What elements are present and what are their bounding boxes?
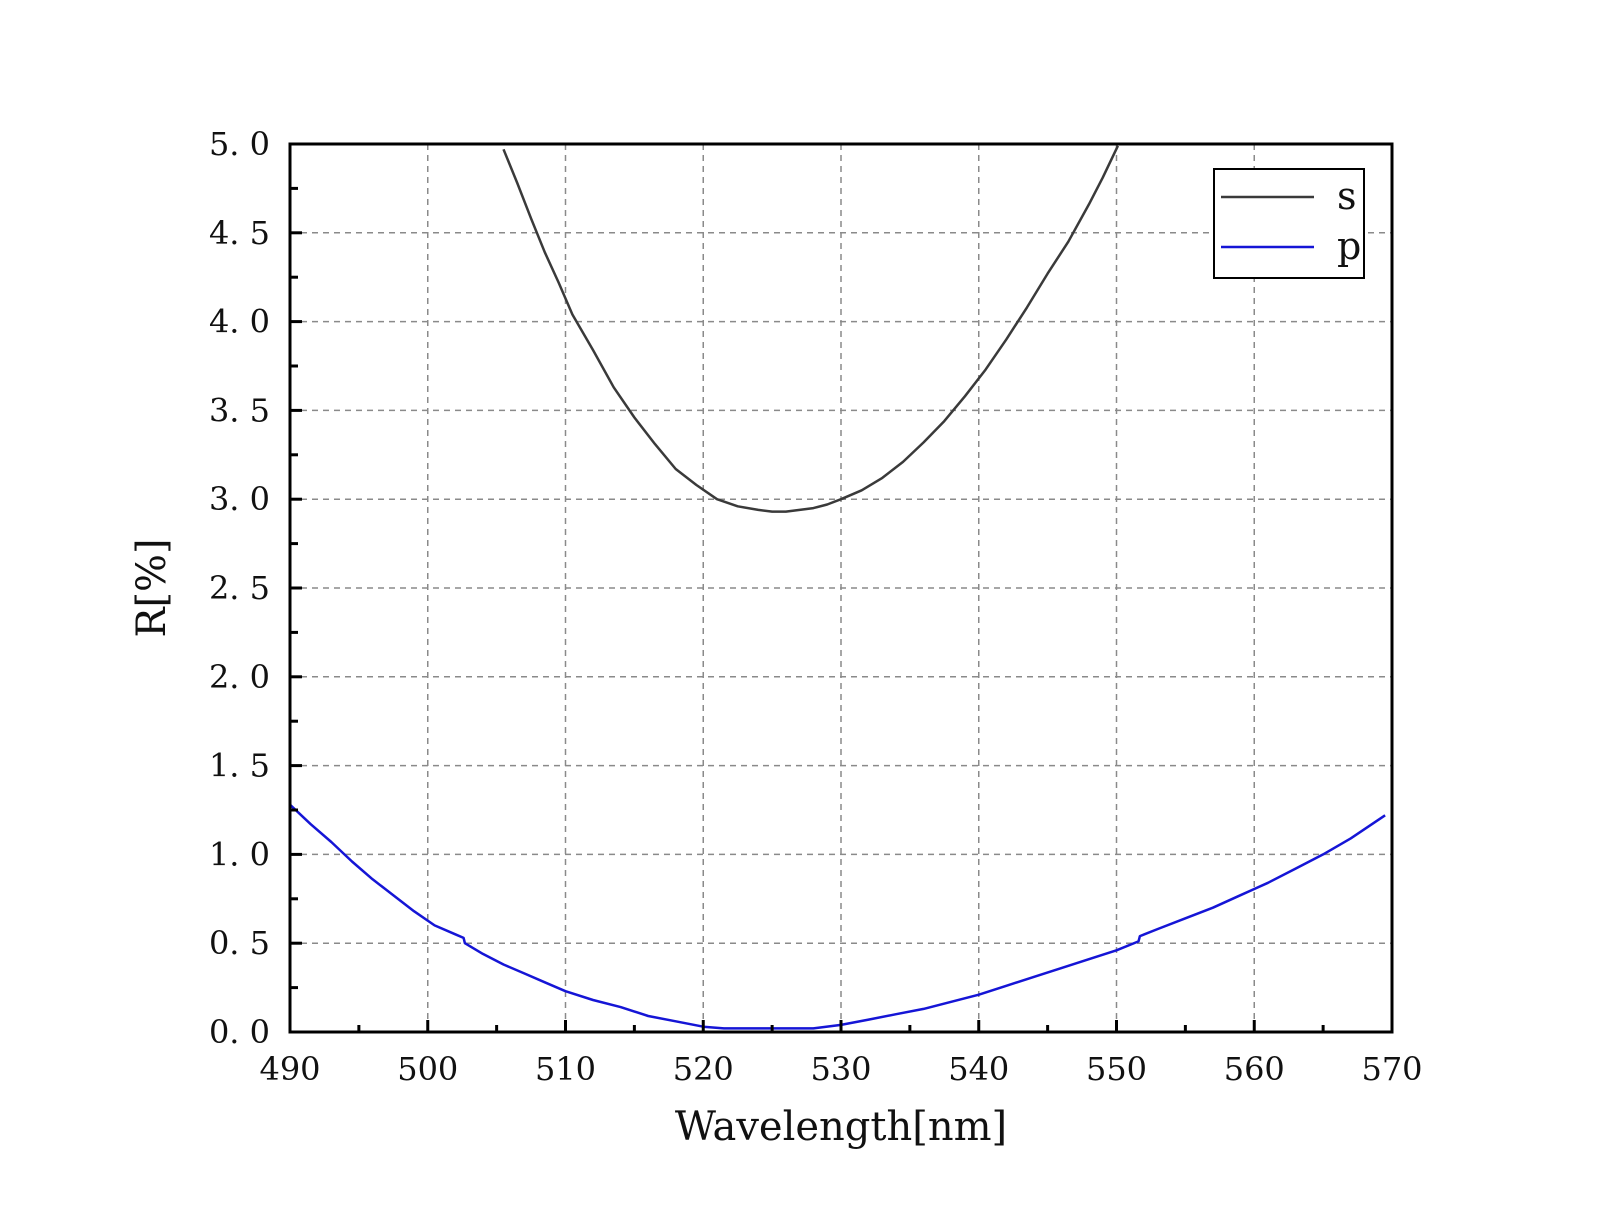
x-tick-label: 570 [1361,1050,1422,1088]
series-line-s [502,145,1120,513]
x-tick-label: 520 [673,1050,734,1088]
tick-labels: 490 500 510 520 530 540 550 560 570 0. 0 0. 5 1. 0 1… [209,125,1423,1088]
grid [290,144,1392,1032]
y-axis-title: R[%] [129,538,175,637]
y-tick-label: 0. 0 [209,1013,270,1051]
x-tick-label: 510 [535,1050,596,1088]
legend-box [1213,168,1365,279]
x-axis-title: Wavelength[nm] [675,1104,1007,1150]
y-tick-label: 2. 5 [209,569,270,607]
y-tick-label: 3. 0 [209,480,270,518]
series-line-p [289,803,1386,1030]
y-tick-label: 4. 5 [209,214,270,252]
x-tick-label: 550 [1086,1050,1147,1088]
y-tick-label: 1. 0 [209,835,270,873]
axis-ticks [288,142,1394,1034]
legend-label-s: s [1337,174,1357,218]
legend: sp [1213,168,1365,279]
x-tick-label: 560 [1224,1050,1285,1088]
y-tick-label: 0. 5 [209,924,270,962]
y-tick-label: 3. 5 [209,391,270,429]
x-tick-label: 530 [810,1050,871,1088]
y-tick-label: 2. 0 [209,658,270,696]
x-tick-label: 540 [948,1050,1009,1088]
y-tick-label: 1. 5 [209,747,270,785]
x-tick-label: 490 [259,1050,320,1088]
series-layer [289,145,1386,1030]
y-tick-label: 4. 0 [209,303,270,341]
legend-label-p: p [1337,224,1361,268]
y-tick-label: 5. 0 [209,125,270,163]
x-tick-label: 500 [397,1050,458,1088]
